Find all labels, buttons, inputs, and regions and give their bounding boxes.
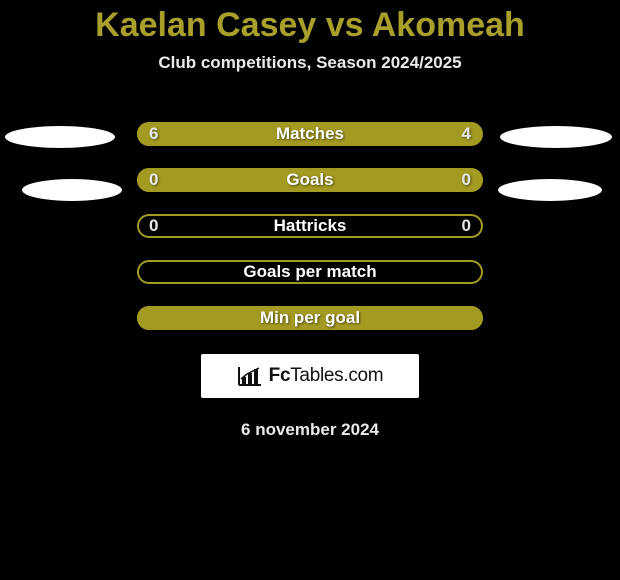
chart-icon <box>237 365 263 387</box>
stat-label: Matches <box>276 124 344 144</box>
stat-value-right: 0 <box>462 216 471 236</box>
stat-row: 0 0 Goals <box>137 168 483 192</box>
stat-row: Min per goal <box>137 306 483 330</box>
stat-row: Goals per match <box>137 260 483 284</box>
stat-value-left: 0 <box>149 216 158 236</box>
stat-label: Hattricks <box>274 216 347 236</box>
stat-value-left: 6 <box>149 124 158 144</box>
brand-text: FcTables.com <box>269 365 384 387</box>
stat-label: Goals per match <box>243 262 376 282</box>
bar-fill-right <box>310 168 483 192</box>
stat-value-left: 0 <box>149 170 158 190</box>
page-title: Kaelan Casey vs Akomeah <box>0 0 620 45</box>
stat-value-right: 0 <box>462 170 471 190</box>
date-generated: 6 november 2024 <box>241 420 379 440</box>
stat-row: 0 0 Hattricks <box>137 214 483 238</box>
bar-fill-left <box>137 168 310 192</box>
stat-value-right: 4 <box>462 124 471 144</box>
stat-rows: 6 4 Matches 0 0 Goals 0 0 Hattricks Goals per mat… <box>0 122 620 440</box>
stat-label: Goals <box>286 170 333 190</box>
brand-logo: FcTables.com <box>201 354 419 398</box>
stat-label: Min per goal <box>260 308 360 328</box>
page-subtitle: Club competitions, Season 2024/2025 <box>0 53 620 73</box>
stat-row: 6 4 Matches <box>137 122 483 146</box>
